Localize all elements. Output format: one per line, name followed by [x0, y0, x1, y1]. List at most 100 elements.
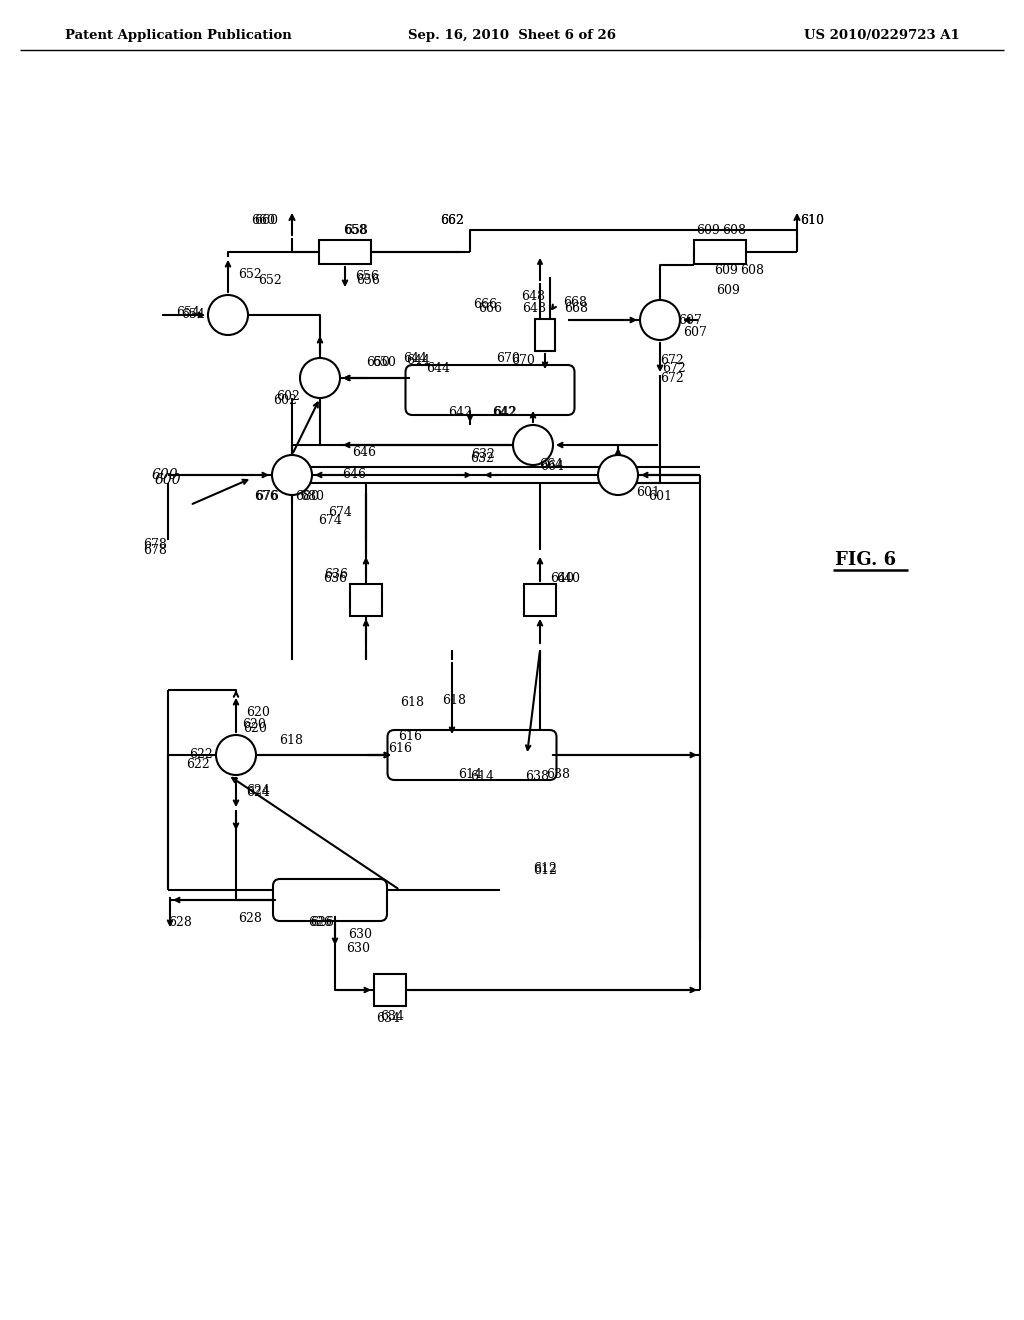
Bar	[694, 240, 746, 264]
Text: 660: 660	[251, 214, 275, 227]
Text: 609: 609	[716, 284, 740, 297]
Text: 610: 610	[800, 214, 824, 227]
Text: 666: 666	[473, 298, 497, 312]
Text: 607: 607	[678, 314, 701, 326]
Text: 614: 614	[458, 768, 482, 781]
Text: 628: 628	[238, 912, 262, 924]
Text: 678: 678	[143, 544, 167, 557]
Bar	[319, 240, 371, 264]
Text: 662: 662	[440, 214, 464, 227]
Text: 612: 612	[534, 863, 557, 876]
Text: 632: 632	[471, 449, 495, 462]
Text: 644: 644	[403, 351, 427, 364]
Circle shape	[300, 358, 340, 399]
Text: 658: 658	[344, 223, 368, 236]
Text: 620: 620	[243, 722, 267, 734]
Text: 642: 642	[449, 405, 472, 418]
Text: 601: 601	[636, 487, 660, 499]
Text: 660: 660	[254, 214, 278, 227]
Text: 634: 634	[380, 1010, 404, 1023]
Text: 609: 609	[714, 264, 738, 276]
Text: 646: 646	[342, 469, 366, 482]
Text: 676: 676	[254, 490, 278, 503]
Text: 646: 646	[352, 446, 376, 458]
Text: 650: 650	[372, 355, 396, 368]
FancyBboxPatch shape	[387, 730, 556, 780]
Text: 618: 618	[442, 693, 466, 706]
Text: 656: 656	[356, 273, 380, 286]
FancyBboxPatch shape	[273, 879, 387, 921]
Text: 674: 674	[318, 513, 342, 527]
FancyBboxPatch shape	[406, 366, 574, 414]
Text: 680: 680	[300, 490, 324, 503]
Circle shape	[640, 300, 680, 341]
Circle shape	[208, 294, 248, 335]
Text: 680: 680	[295, 491, 319, 503]
Text: 608: 608	[740, 264, 764, 276]
Text: 654: 654	[176, 305, 200, 318]
Text: 630: 630	[346, 941, 370, 954]
Text: 618: 618	[279, 734, 303, 747]
Text: 610: 610	[800, 214, 824, 227]
Text: 662: 662	[440, 214, 464, 227]
Text: 664: 664	[539, 458, 563, 471]
Text: 607: 607	[683, 326, 707, 338]
Text: 634: 634	[376, 1011, 400, 1024]
Text: 638: 638	[525, 771, 549, 784]
Circle shape	[598, 455, 638, 495]
Text: 674: 674	[328, 506, 352, 519]
Text: 608: 608	[722, 223, 746, 236]
Text: 648: 648	[521, 290, 545, 304]
Text: 652: 652	[258, 273, 282, 286]
Circle shape	[272, 455, 312, 495]
Text: 640: 640	[550, 572, 574, 585]
Text: 620: 620	[242, 718, 266, 731]
Text: 632: 632	[470, 451, 494, 465]
Text: 626: 626	[310, 916, 334, 928]
Text: 630: 630	[348, 928, 372, 941]
Text: 672: 672	[663, 362, 686, 375]
Text: 642: 642	[494, 405, 517, 418]
Text: 602: 602	[276, 389, 300, 403]
Text: 670: 670	[496, 351, 520, 364]
Text: 676: 676	[255, 491, 279, 503]
Text: 640: 640	[556, 572, 580, 585]
Text: 601: 601	[648, 491, 672, 503]
Bar	[524, 583, 556, 616]
Text: 644: 644	[426, 362, 450, 375]
Circle shape	[216, 735, 256, 775]
Text: 614: 614	[470, 771, 494, 784]
Text: 656: 656	[355, 271, 379, 284]
Text: 602: 602	[273, 393, 297, 407]
Text: 678: 678	[143, 539, 167, 552]
Text: 600: 600	[155, 473, 181, 487]
Text: 618: 618	[400, 696, 424, 709]
Text: 664: 664	[540, 459, 564, 473]
Text: 668: 668	[563, 297, 587, 309]
Text: 616: 616	[388, 742, 412, 755]
Text: 638: 638	[546, 768, 570, 781]
Text: 644: 644	[406, 354, 430, 367]
Text: 648: 648	[522, 301, 546, 314]
Text: 616: 616	[398, 730, 422, 743]
Text: 622: 622	[186, 759, 210, 771]
Text: 658: 658	[343, 223, 367, 236]
Text: 626: 626	[308, 916, 332, 928]
Text: 650: 650	[366, 356, 390, 370]
Text: FIG. 6: FIG. 6	[835, 550, 896, 569]
Bar	[535, 319, 555, 351]
Text: 652: 652	[239, 268, 262, 281]
Text: 612: 612	[534, 862, 557, 874]
Text: 654: 654	[181, 309, 205, 322]
Text: 624: 624	[246, 784, 270, 796]
Text: 672: 672	[660, 371, 684, 384]
Text: 609: 609	[696, 223, 720, 236]
Text: 622: 622	[189, 748, 213, 762]
Text: Patent Application Publication: Patent Application Publication	[65, 29, 292, 41]
Text: 636: 636	[323, 572, 347, 585]
Text: 628: 628	[168, 916, 191, 928]
Text: 672: 672	[660, 354, 684, 367]
Text: 666: 666	[478, 301, 502, 314]
Bar	[350, 583, 382, 616]
Text: 620: 620	[246, 706, 270, 719]
